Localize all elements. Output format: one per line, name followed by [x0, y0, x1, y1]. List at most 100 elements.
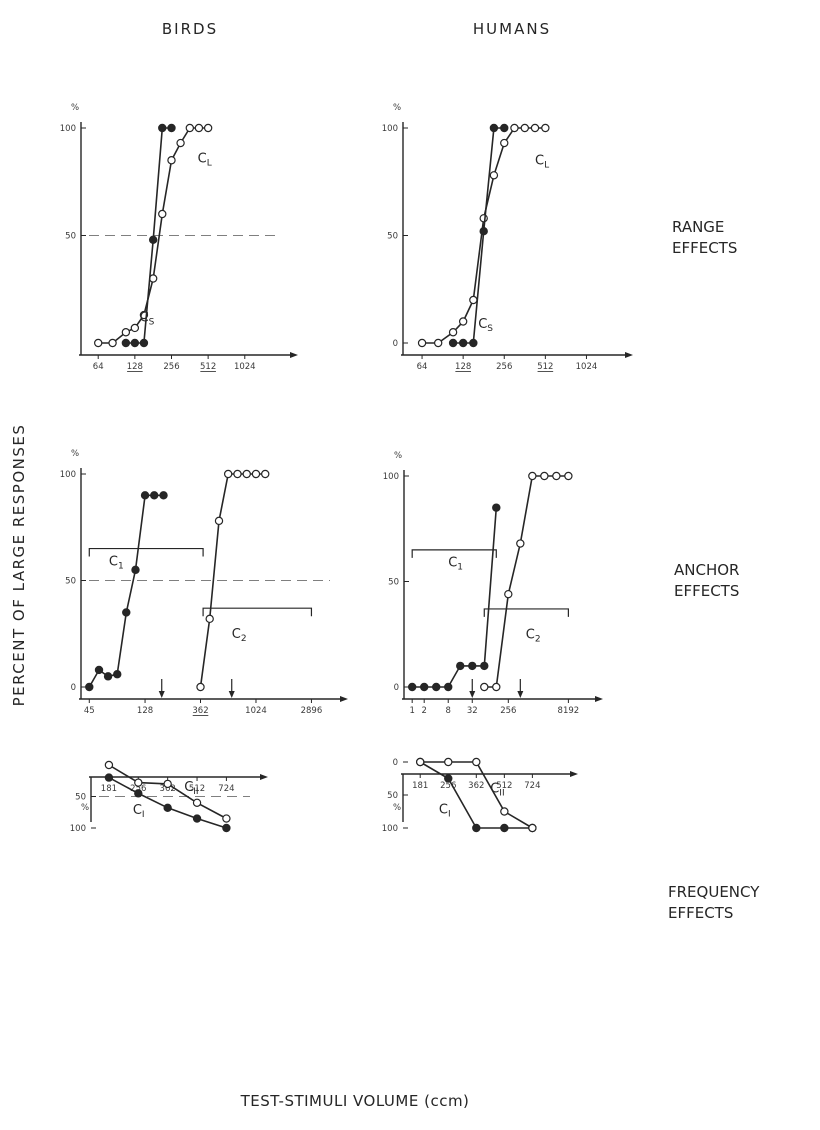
data-point-cl: [167, 156, 176, 165]
y-unit-label: %: [71, 103, 79, 113]
curve-label: CS: [478, 317, 493, 334]
curve-label: CI: [439, 802, 451, 819]
data-point-c1: [419, 682, 429, 692]
data-point-cs: [448, 338, 458, 348]
data-point-cii: [192, 798, 202, 808]
y-tick-label: 50: [65, 577, 76, 587]
x-tick-label: 256: [496, 362, 512, 372]
x-axis-arrowhead: [570, 771, 578, 777]
data-point-cii: [472, 757, 481, 767]
data-point-cii: [416, 757, 425, 767]
data-point-cii: [104, 760, 114, 770]
data-point-c1: [432, 682, 441, 692]
data-point-ci: [104, 773, 114, 782]
curve-label: CL: [535, 154, 549, 171]
y-tick-label: 100: [60, 124, 76, 134]
x-tick-label: 724: [524, 781, 540, 791]
y-unit-label: %: [393, 803, 401, 813]
data-point-cl: [458, 317, 468, 326]
data-point-cl: [541, 123, 550, 133]
x-axis-arrowhead: [625, 352, 633, 358]
data-point-cl: [194, 123, 204, 133]
data-point-cl: [203, 123, 213, 133]
data-point-c2: [528, 471, 537, 481]
range-bracket: [483, 608, 569, 617]
row-title-range-line2: EFFECTS: [672, 239, 737, 257]
anchor-arrow-head: [469, 691, 476, 698]
data-point-c2: [205, 614, 214, 624]
data-point-c2: [540, 471, 549, 481]
data-point-ci: [163, 803, 172, 813]
x-tick-label: 181: [412, 781, 428, 791]
anchor-arrow-head: [228, 691, 235, 698]
anchor-arrow-head: [158, 691, 165, 698]
data-point-c2: [492, 682, 501, 692]
col-title-humans: HUMANS: [473, 20, 551, 38]
data-point-c1: [113, 670, 122, 679]
y-tick-label: 100: [382, 824, 398, 834]
data-point-c2: [261, 469, 270, 479]
data-point-cl: [520, 123, 530, 133]
data-point-c2: [223, 469, 233, 479]
data-point-cl: [176, 138, 185, 148]
data-point-c2: [552, 471, 561, 481]
data-point-cl: [130, 323, 140, 333]
y-unit-label: %: [393, 103, 401, 113]
data-point-cl: [121, 328, 131, 337]
data-point-c1: [94, 665, 104, 675]
data-point-c1: [140, 491, 150, 500]
data-point-cl: [158, 209, 167, 219]
data-point-cs: [158, 123, 167, 133]
data-point-c1: [103, 672, 113, 681]
y-tick-label: 100: [70, 824, 86, 834]
data-point-c1: [131, 565, 140, 575]
data-point-c1: [456, 661, 465, 671]
x-tick-label: 1024: [245, 706, 267, 716]
data-point-cs: [148, 235, 158, 244]
x-tick-label: 512: [537, 362, 553, 372]
x-tick-label: 64: [93, 362, 104, 372]
curve-label: C2: [232, 627, 247, 644]
data-point-cl: [417, 338, 427, 348]
x-tick-label: 2: [421, 706, 426, 716]
row-title-anchor-line1: ANCHOR: [674, 561, 739, 579]
x-tick-label: 2896: [301, 706, 323, 716]
data-point-ci: [192, 814, 202, 823]
x-tick-label: 512: [200, 362, 216, 372]
data-point-c1: [122, 608, 131, 617]
curve-label: CS: [140, 311, 155, 328]
y-tick-label: 0: [394, 683, 399, 693]
data-point-ci: [472, 823, 481, 833]
data-point-cl: [489, 171, 499, 180]
y-tick-label: 0: [71, 683, 76, 693]
data-point-cl: [479, 214, 488, 223]
data-point-cl: [185, 123, 195, 133]
data-point-c1: [444, 682, 453, 692]
x-tick-label: 256: [440, 781, 456, 791]
y-tick-label: 50: [65, 232, 76, 242]
series-line-c1: [88, 494, 164, 688]
data-point-cii: [528, 823, 537, 833]
y-tick-label: 0: [393, 339, 398, 349]
data-point-ci: [500, 823, 509, 833]
x-axis-arrowhead: [290, 352, 298, 358]
range-bracket: [411, 549, 497, 558]
data-point-c1: [480, 661, 489, 671]
y-tick-label: 50: [387, 232, 398, 242]
data-point-c2: [480, 682, 489, 692]
data-point-cl: [500, 138, 509, 148]
row-title-frequency-line2: EFFECTS: [668, 904, 733, 922]
data-point-cii: [163, 779, 172, 789]
data-point-c1: [407, 682, 417, 692]
data-point-cs: [121, 338, 131, 348]
x-tick-label: 256: [500, 706, 516, 716]
data-point-c1: [159, 491, 168, 500]
x-tick-label: 32: [467, 706, 478, 716]
row-title-range-line1: RANGE: [672, 218, 724, 236]
x-tick-label: 1024: [234, 362, 256, 372]
curve-label: C1: [448, 556, 463, 573]
x-tick-label: 128: [127, 362, 143, 372]
data-point-cl: [530, 123, 540, 133]
